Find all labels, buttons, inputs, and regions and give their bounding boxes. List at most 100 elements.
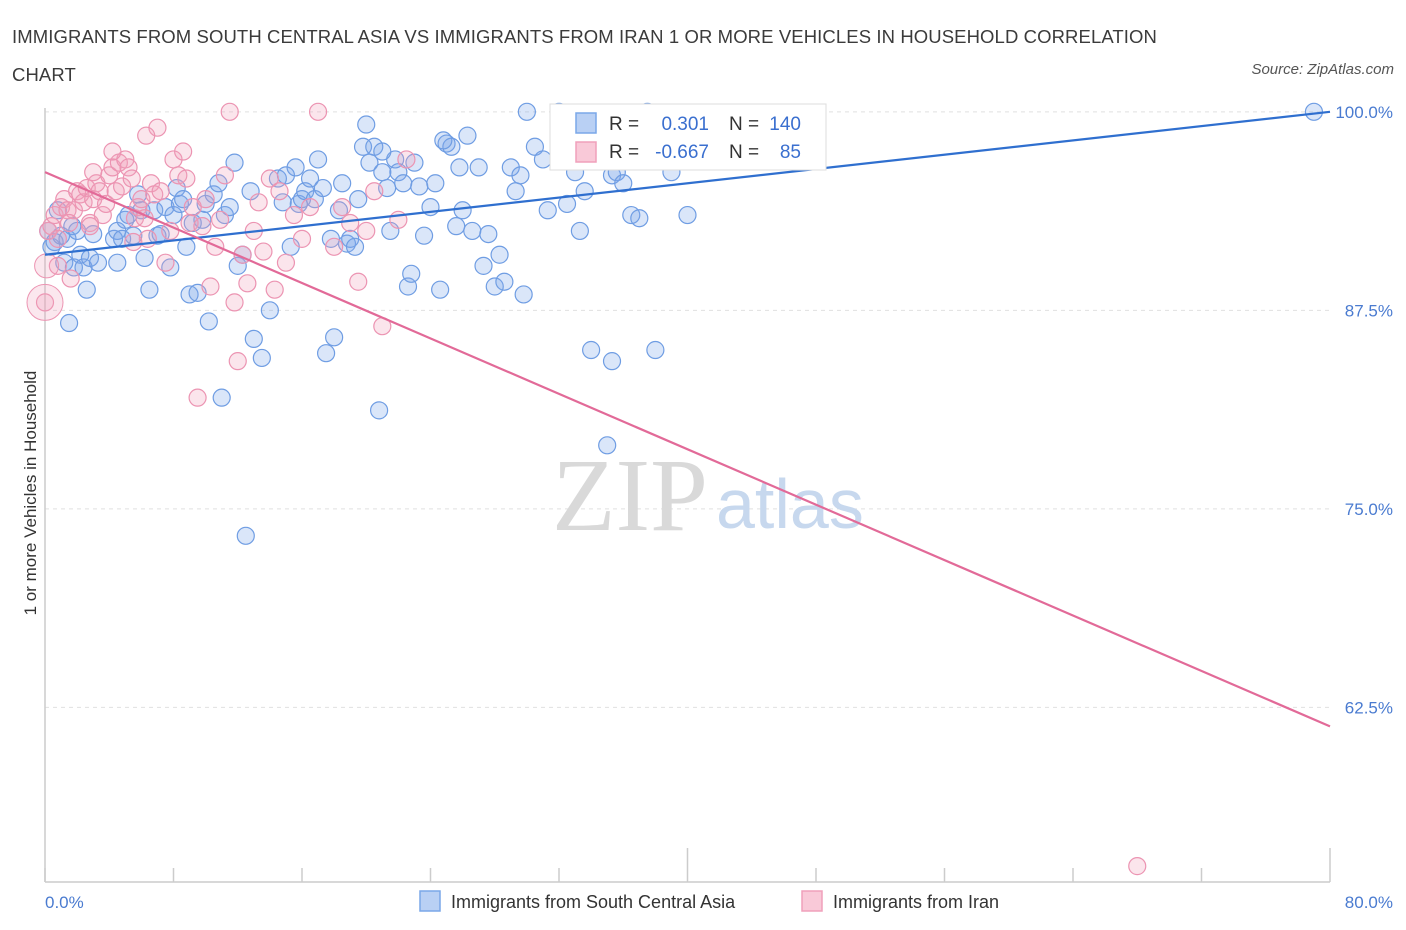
pink-point xyxy=(206,237,225,256)
pink-point xyxy=(119,158,138,177)
blue-point xyxy=(59,313,79,333)
blue-point xyxy=(495,272,514,291)
pink-point xyxy=(196,190,215,209)
series-legend: Immigrants from South Central Asia Immig… xyxy=(419,890,999,912)
pink-point xyxy=(193,217,212,236)
blue-point xyxy=(77,280,96,299)
pink-point xyxy=(292,229,312,248)
pink-point xyxy=(161,221,180,241)
blue-point xyxy=(557,194,577,214)
blue-point xyxy=(349,190,368,209)
pink-point xyxy=(201,277,220,296)
stats-legend-pink-n-label: N = xyxy=(729,142,759,163)
blue-point xyxy=(402,264,421,283)
blue-point xyxy=(345,237,365,256)
trend-line-blue xyxy=(44,110,1331,256)
blue-point xyxy=(357,115,376,134)
blue-point xyxy=(212,388,231,407)
blue-point xyxy=(458,126,477,145)
blue-point xyxy=(426,174,445,193)
blue-point xyxy=(630,209,649,228)
blue-point xyxy=(112,229,132,248)
y-axis-label: 1 or more Vehicles in Household xyxy=(21,371,40,616)
blue-point xyxy=(450,158,469,177)
pink-point xyxy=(93,205,112,225)
blue-point xyxy=(678,205,697,225)
blue-point xyxy=(506,182,525,201)
stats-legend: R = 0.301 N = 140 R = -0.667 N = 85 xyxy=(549,103,827,171)
stats-legend-pink-n-value: 85 xyxy=(780,142,801,163)
grid-lines xyxy=(45,111,1330,708)
pink-point xyxy=(137,126,156,145)
y-tick-label: 87.5% xyxy=(1345,301,1393,320)
blue-point xyxy=(329,201,349,220)
pink-point xyxy=(174,142,193,161)
pink-point xyxy=(276,253,296,272)
blue-point xyxy=(447,217,466,236)
pink-point xyxy=(103,142,122,161)
y-tick-label: 62.5% xyxy=(1345,698,1393,717)
pink-point xyxy=(156,253,175,272)
pink-point xyxy=(124,232,143,252)
blue-point xyxy=(517,102,536,121)
pink-point xyxy=(254,242,273,261)
stats-legend-pink-r-value: -0.667 xyxy=(655,142,709,163)
watermark-atlas: atlas xyxy=(716,465,864,543)
blue-point xyxy=(286,158,305,177)
pink-point xyxy=(34,253,60,279)
pink-point xyxy=(225,293,244,312)
pink-point xyxy=(357,221,376,241)
pink-point xyxy=(1128,857,1147,876)
blue-point xyxy=(333,174,352,193)
pink-point xyxy=(300,198,320,217)
pink-point xyxy=(265,280,284,299)
pink-point xyxy=(308,102,328,121)
pink-point xyxy=(26,283,64,321)
blue-point xyxy=(646,340,665,360)
blue-point xyxy=(244,329,263,349)
pink-point xyxy=(270,182,289,201)
blue-point xyxy=(225,153,244,172)
blue-point xyxy=(260,301,279,320)
blue-point xyxy=(177,237,196,256)
stats-legend-blue-n-label: N = xyxy=(729,114,759,135)
blue-point xyxy=(437,134,456,153)
pink-point xyxy=(74,193,93,212)
blue-point xyxy=(228,256,247,275)
blue-point xyxy=(273,193,292,212)
blue-point xyxy=(394,174,413,193)
blue-point xyxy=(373,163,392,182)
stats-legend-blue-swatch xyxy=(575,112,597,134)
x-tick-labels: 0.0% 80.0% xyxy=(45,893,1393,912)
blue-point xyxy=(533,150,553,169)
blue-point xyxy=(511,166,530,185)
x-tick-label: 0.0% xyxy=(45,893,84,912)
trend-line-pink xyxy=(44,171,1331,728)
series-legend-pink-swatch xyxy=(801,890,823,912)
pink-point xyxy=(249,193,268,212)
blue-point xyxy=(74,258,93,277)
blue-point xyxy=(325,328,344,347)
pink-point xyxy=(61,269,80,288)
watermark-zip: ZIP xyxy=(552,438,708,553)
y-tick-label: 100.0% xyxy=(1335,103,1393,122)
blue-point xyxy=(431,280,450,299)
pink-point xyxy=(59,213,79,233)
pink-point xyxy=(48,256,67,275)
pink-point xyxy=(238,274,257,293)
pink-point xyxy=(80,217,100,236)
series-legend-blue-label: Immigrants from South Central Asia xyxy=(451,892,736,912)
blue-point xyxy=(313,178,332,198)
x-tick-label: 80.0% xyxy=(1345,893,1393,912)
blue-point xyxy=(410,177,429,196)
pink-point xyxy=(341,213,360,233)
stats-legend-blue-r-label: R = xyxy=(609,114,639,135)
pink-point xyxy=(151,182,170,201)
blue-point xyxy=(414,226,434,245)
pink-point xyxy=(333,198,352,217)
series-legend-pink-label: Immigrants from Iran xyxy=(833,892,999,912)
stats-legend-blue-n-value: 140 xyxy=(769,114,801,135)
blue-point xyxy=(236,526,255,545)
stats-legend-pink-swatch xyxy=(575,141,597,163)
blue-point xyxy=(1304,102,1324,121)
